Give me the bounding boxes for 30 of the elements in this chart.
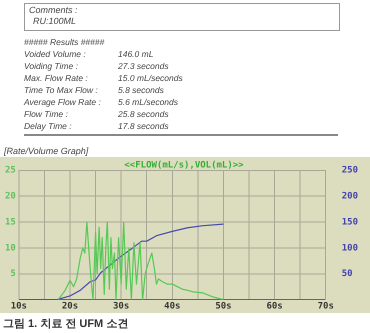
text: Voided Volume : 146.0 mL: [24, 49, 154, 59]
x-tick-label: 70s: [318, 301, 334, 312]
y2-tick-label: 150: [342, 217, 358, 228]
text: ##### Results #####: [24, 36, 106, 48]
text: Average Flow Rate : 5.6 mL/seconds: [24, 97, 178, 107]
y2-tick-label: 250: [342, 166, 358, 176]
y2-tick-label: 100: [342, 243, 358, 254]
text: Max. Flow Rate : 15.0 mL/seconds: [24, 73, 183, 83]
x-tick-label: 30s: [113, 301, 130, 312]
text: Comments :: [29, 5, 79, 16]
y-tick-label: 10: [4, 243, 16, 254]
x-tick-label: 60s: [266, 301, 283, 312]
y-tick-label: 5: [10, 269, 16, 280]
x-tick-label: 10s: [10, 301, 27, 312]
caption: 그림 1. 치료 전 UFM 소견: [3, 317, 128, 331]
y2-tick-label: 50: [342, 269, 353, 280]
x-tick-label: 50s: [215, 301, 232, 312]
x-tick-label: 20s: [62, 301, 78, 312]
chart-title: [Rate/Volume Graph]: [4, 146, 88, 156]
x-tick-label: 40s: [164, 301, 180, 312]
text: RU:100ML: [32, 16, 78, 27]
text: Voiding Time : 27.3 seconds: [24, 61, 169, 71]
text: Delay Time : 17.8 seconds: [24, 121, 169, 131]
text: Time To Max Flow : 5.8 seconds: [24, 85, 164, 95]
chart-subtitle: <<FLOW(mL/s),VOL(mL)>>: [124, 160, 244, 170]
y-tick-label: 20: [4, 192, 16, 202]
y2-tick-label: 200: [342, 192, 358, 202]
text: Flow Time : 25.8 seconds: [24, 109, 169, 119]
y-tick-label: 25: [4, 166, 16, 176]
y-tick-label: 15: [4, 217, 16, 228]
